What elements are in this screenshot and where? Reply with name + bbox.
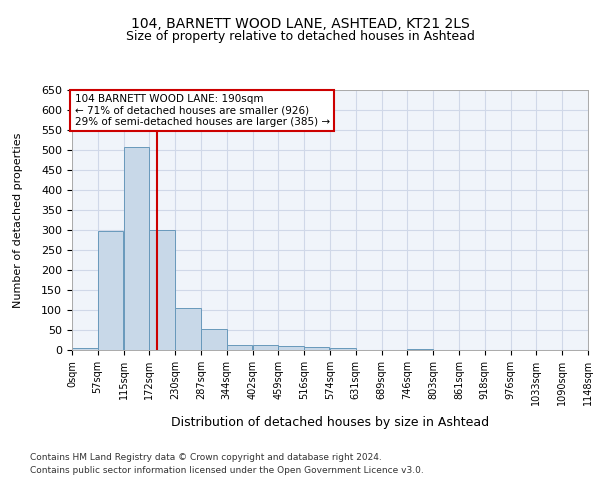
- Text: Contains HM Land Registry data © Crown copyright and database right 2024.: Contains HM Land Registry data © Crown c…: [30, 454, 382, 462]
- Bar: [227, 345, 252, 350]
- Text: 104 BARNETT WOOD LANE: 190sqm
← 71% of detached houses are smaller (926)
29% of : 104 BARNETT WOOD LANE: 190sqm ← 71% of d…: [74, 94, 330, 127]
- Bar: [98, 231, 123, 350]
- Bar: [124, 147, 149, 350]
- Bar: [304, 347, 329, 350]
- Bar: [201, 329, 227, 350]
- Bar: [278, 346, 304, 350]
- Bar: [330, 348, 356, 350]
- Text: 104, BARNETT WOOD LANE, ASHTEAD, KT21 2LS: 104, BARNETT WOOD LANE, ASHTEAD, KT21 2L…: [131, 18, 469, 32]
- Text: Distribution of detached houses by size in Ashtead: Distribution of detached houses by size …: [171, 416, 489, 429]
- Text: Contains public sector information licensed under the Open Government Licence v3: Contains public sector information licen…: [30, 466, 424, 475]
- Bar: [72, 348, 98, 350]
- Bar: [175, 308, 201, 350]
- Bar: [407, 349, 433, 350]
- Bar: [149, 230, 175, 350]
- Text: Number of detached properties: Number of detached properties: [13, 132, 23, 308]
- Text: Size of property relative to detached houses in Ashtead: Size of property relative to detached ho…: [125, 30, 475, 43]
- Bar: [253, 345, 278, 350]
